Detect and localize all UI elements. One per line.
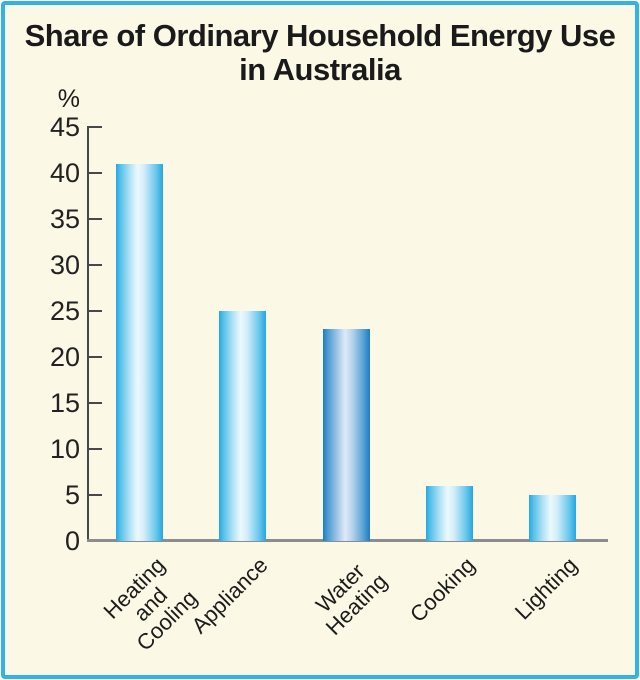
y-tick-mark [89,310,102,312]
bar-5 [529,495,576,541]
y-axis-unit-label: % [57,85,80,113]
category-label: Appliance [186,552,273,639]
y-tick-mark [89,172,102,174]
y-axis-line [87,126,89,541]
y-tick-label: 20 [49,342,80,372]
y-tick-label: 35 [49,204,80,234]
bar-4 [425,485,473,541]
chart-title-line2: in Australia [239,52,401,87]
y-tick-label: 45 [49,112,80,142]
bar-2 [219,311,267,541]
y-tick-label: 5 [64,480,80,510]
category-label: Lighting [510,552,583,625]
y-tick-label: 30 [49,250,80,280]
y-tick-mark [89,356,102,358]
y-tick-label: 0 [64,526,80,556]
y-tick-mark [89,402,102,404]
y-tick-label: 25 [49,296,80,326]
y-tick-mark [89,494,102,496]
bar-1 [116,163,163,541]
y-tick-label: 10 [49,434,80,464]
y-tick-mark [89,126,102,128]
category-label: Heating and Cooling [98,552,202,656]
category-label: Water Heating [311,558,393,640]
category-label: Cooking [404,552,480,628]
chart-title: Share of Ordinary Household Energy Use i… [0,19,640,87]
y-tick-mark [89,264,102,266]
chart-title-line1: Share of Ordinary Household Energy Use [24,18,616,53]
bar-3 [322,329,370,541]
y-tick-label: 15 [49,388,80,418]
y-tick-label: 40 [49,158,80,188]
y-tick-mark [89,448,102,450]
y-tick-mark [89,218,102,220]
